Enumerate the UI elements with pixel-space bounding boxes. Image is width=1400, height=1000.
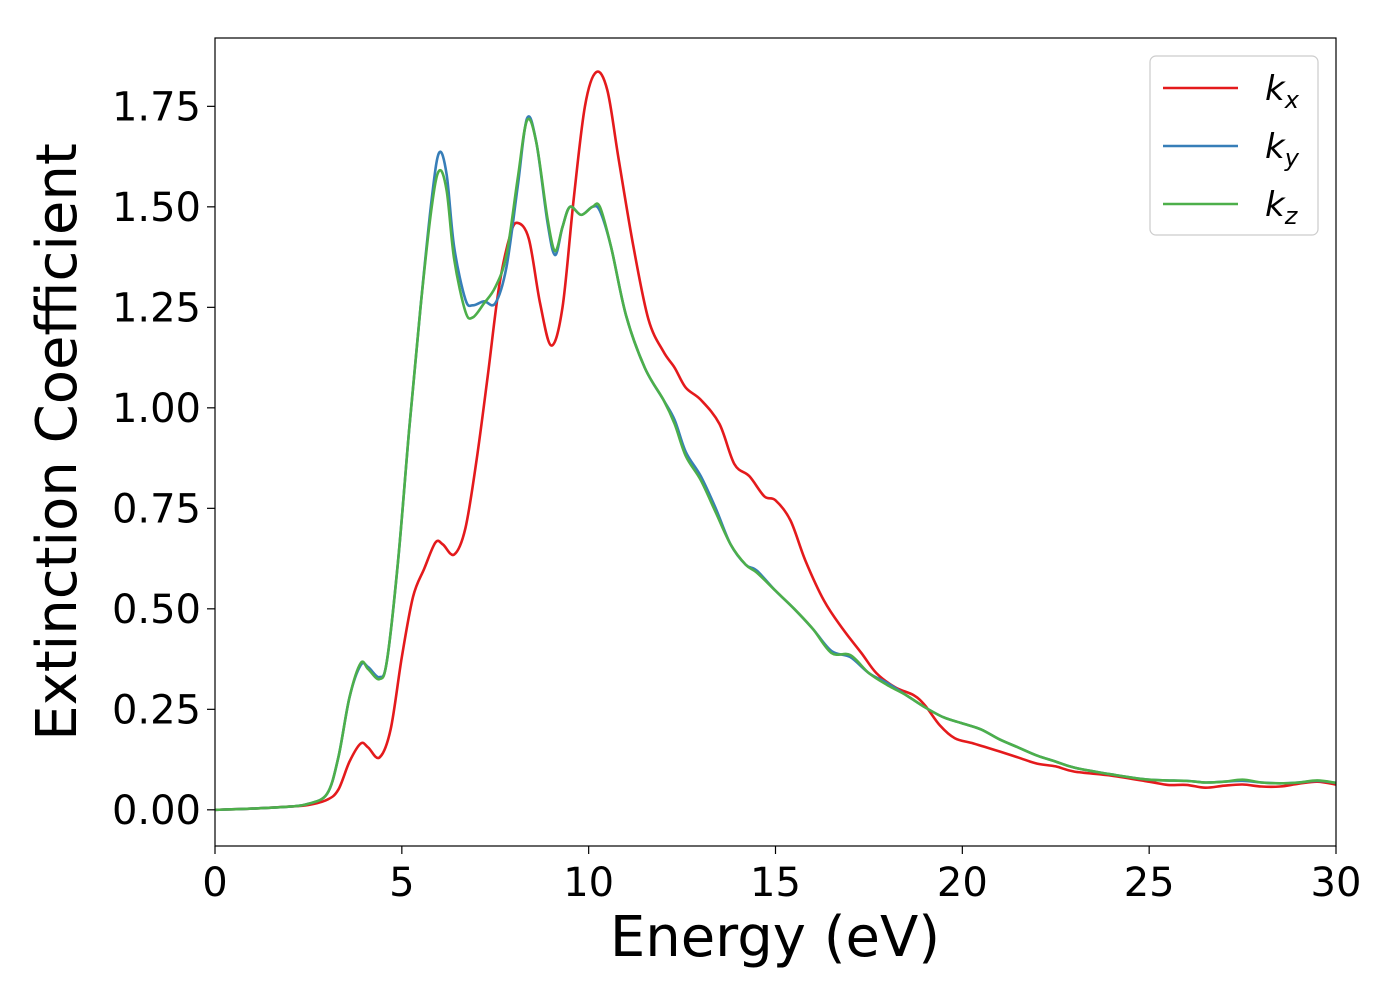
- y-axis: 0.00 0.25 0.50 0.75 1.00 1.25 1.50 1.75: [112, 84, 215, 834]
- y-axis-label: Extinction Coefficient: [25, 143, 90, 741]
- y-tick-label: 0.00: [112, 788, 201, 834]
- legend-label-kz: kz: [1265, 185, 1299, 230]
- legend-label-ky: ky: [1265, 127, 1300, 172]
- x-axis: 0 5 10 15 20 25 30: [202, 846, 1361, 906]
- legend: kx ky kz: [1149, 55, 1319, 236]
- y-tick-label: 0.75: [112, 486, 201, 532]
- x-tick-label: 0: [202, 860, 227, 906]
- x-tick-label: 5: [389, 860, 414, 906]
- x-tick-label: 10: [563, 860, 614, 906]
- x-tick-label: 20: [937, 860, 988, 906]
- series-line-kx: [214, 70, 1337, 812]
- series-layer: [214, 70, 1337, 812]
- y-tick-label: 1.25: [112, 285, 201, 331]
- y-tick-label: 1.50: [112, 185, 201, 231]
- series-line-kz: [214, 117, 1337, 812]
- x-tick-label: 30: [1311, 860, 1362, 906]
- x-tick-label: 15: [750, 860, 801, 906]
- x-axis-label: Energy (eV): [610, 905, 940, 970]
- y-tick-label: 1.00: [112, 386, 201, 432]
- x-tick-label: 25: [1124, 860, 1175, 906]
- y-tick-label: 1.75: [112, 84, 201, 130]
- plot-area: [215, 38, 1336, 846]
- legend-label-kx: kx: [1265, 69, 1300, 114]
- y-tick-label: 0.50: [112, 587, 201, 633]
- y-tick-label: 0.25: [112, 687, 201, 733]
